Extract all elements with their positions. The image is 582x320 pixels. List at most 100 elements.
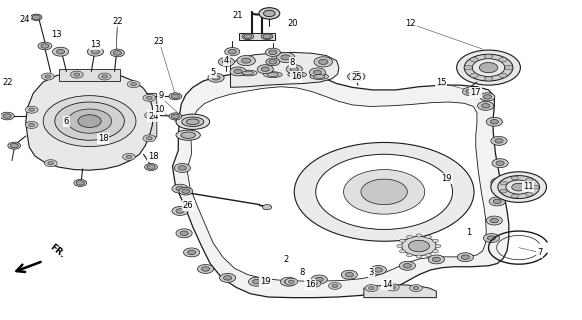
Circle shape <box>386 284 399 291</box>
Circle shape <box>3 114 11 118</box>
Circle shape <box>228 50 236 54</box>
Circle shape <box>242 33 254 40</box>
Circle shape <box>176 209 184 213</box>
Circle shape <box>457 253 473 262</box>
Circle shape <box>126 155 132 158</box>
Circle shape <box>212 76 220 80</box>
Circle shape <box>315 277 323 282</box>
Circle shape <box>262 204 272 210</box>
Text: 22: 22 <box>112 17 123 26</box>
Circle shape <box>483 95 491 99</box>
Circle shape <box>416 255 422 258</box>
Circle shape <box>526 192 533 196</box>
Circle shape <box>225 48 240 56</box>
Circle shape <box>147 165 155 169</box>
Circle shape <box>462 255 470 260</box>
Circle shape <box>0 112 14 120</box>
Circle shape <box>425 235 431 238</box>
Circle shape <box>399 261 416 270</box>
Circle shape <box>435 244 441 248</box>
Circle shape <box>265 48 281 56</box>
Circle shape <box>487 236 495 240</box>
Circle shape <box>74 73 80 76</box>
Text: 13: 13 <box>51 30 62 39</box>
Circle shape <box>492 159 508 168</box>
Text: 24: 24 <box>19 15 30 24</box>
Ellipse shape <box>176 130 200 140</box>
Circle shape <box>318 59 328 64</box>
Polygon shape <box>364 285 436 298</box>
Circle shape <box>289 280 294 283</box>
Text: 8: 8 <box>299 268 304 277</box>
Text: 7: 7 <box>537 248 542 257</box>
Circle shape <box>266 58 280 66</box>
Polygon shape <box>172 68 509 298</box>
Circle shape <box>402 236 436 256</box>
Circle shape <box>48 162 54 165</box>
Circle shape <box>183 248 200 257</box>
Circle shape <box>512 183 526 191</box>
Circle shape <box>223 276 232 280</box>
Text: 18: 18 <box>98 134 108 143</box>
Text: 1: 1 <box>466 228 471 237</box>
Circle shape <box>178 166 186 170</box>
Text: 4: 4 <box>224 56 229 65</box>
Circle shape <box>174 164 190 172</box>
Polygon shape <box>187 87 486 281</box>
Circle shape <box>472 59 505 76</box>
Circle shape <box>499 58 507 62</box>
Circle shape <box>496 161 504 165</box>
Circle shape <box>197 265 214 273</box>
Ellipse shape <box>181 132 196 138</box>
Circle shape <box>180 231 188 236</box>
Circle shape <box>234 69 242 74</box>
Circle shape <box>403 264 411 268</box>
Circle shape <box>179 188 193 195</box>
Circle shape <box>495 180 503 185</box>
Circle shape <box>343 170 425 214</box>
Circle shape <box>368 286 374 290</box>
Circle shape <box>463 87 477 96</box>
Text: 6: 6 <box>63 116 69 126</box>
Circle shape <box>328 282 341 289</box>
Circle shape <box>171 94 179 99</box>
Circle shape <box>169 93 182 100</box>
Circle shape <box>526 178 533 182</box>
Circle shape <box>237 55 255 66</box>
Text: 17: 17 <box>470 88 481 97</box>
Circle shape <box>499 73 507 78</box>
Text: 16: 16 <box>290 72 301 81</box>
Circle shape <box>399 250 405 253</box>
Circle shape <box>41 73 54 80</box>
Circle shape <box>332 284 338 287</box>
Circle shape <box>257 65 274 74</box>
Circle shape <box>91 50 100 54</box>
Circle shape <box>281 55 290 60</box>
Circle shape <box>365 284 378 292</box>
Circle shape <box>281 277 297 286</box>
Circle shape <box>145 164 157 171</box>
Polygon shape <box>26 71 154 170</box>
Circle shape <box>29 108 34 111</box>
Circle shape <box>148 114 154 117</box>
Circle shape <box>176 187 184 191</box>
Circle shape <box>261 67 269 71</box>
Circle shape <box>182 189 190 194</box>
Circle shape <box>10 143 18 148</box>
Circle shape <box>113 51 122 55</box>
Circle shape <box>276 52 295 62</box>
Circle shape <box>483 234 499 243</box>
Circle shape <box>490 120 498 124</box>
Circle shape <box>263 34 271 39</box>
Circle shape <box>187 250 196 255</box>
Circle shape <box>390 286 396 289</box>
Circle shape <box>495 139 503 143</box>
Text: 11: 11 <box>523 182 533 191</box>
Text: 19: 19 <box>260 277 271 286</box>
Text: 13: 13 <box>90 40 101 49</box>
Circle shape <box>345 272 353 277</box>
Circle shape <box>464 65 472 70</box>
Circle shape <box>290 67 299 71</box>
Circle shape <box>176 229 192 238</box>
Circle shape <box>74 180 87 187</box>
